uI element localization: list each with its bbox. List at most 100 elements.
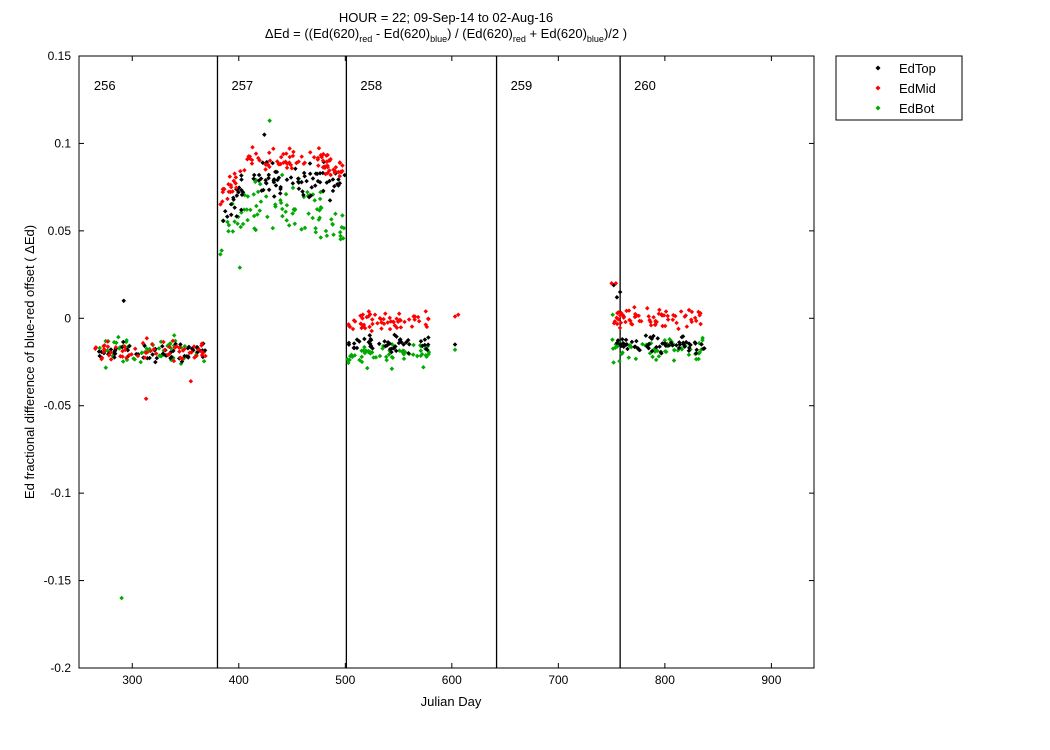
data-point xyxy=(612,319,618,324)
data-point xyxy=(320,158,326,163)
data-point xyxy=(329,217,334,222)
data-point xyxy=(188,378,194,384)
data-point xyxy=(179,359,185,364)
data-point xyxy=(350,326,356,332)
data-point xyxy=(358,321,363,326)
data-point xyxy=(426,316,431,322)
data-point xyxy=(312,198,318,203)
data-point xyxy=(635,346,641,351)
data-point xyxy=(271,180,277,185)
data-point xyxy=(310,176,316,181)
data-point xyxy=(411,342,416,348)
plot-area-frame xyxy=(78,55,815,669)
data-point xyxy=(634,313,639,318)
data-point xyxy=(672,347,677,353)
data-point xyxy=(670,317,676,322)
data-point xyxy=(324,233,330,239)
data-point xyxy=(265,214,270,220)
data-point xyxy=(424,354,429,359)
data-point xyxy=(283,209,288,214)
data-point xyxy=(682,344,687,349)
data-point xyxy=(367,324,372,330)
data-point xyxy=(302,225,308,231)
data-point xyxy=(316,217,322,222)
y-tick-label: -0.15 xyxy=(44,574,72,588)
data-point xyxy=(402,319,407,325)
data-point xyxy=(423,322,429,327)
data-point xyxy=(616,317,621,322)
data-point xyxy=(620,336,625,342)
data-point xyxy=(401,351,407,357)
data-point xyxy=(292,221,298,227)
data-point xyxy=(648,319,653,325)
data-point xyxy=(101,349,107,355)
data-point xyxy=(412,317,417,322)
data-point xyxy=(613,281,619,286)
data-point xyxy=(340,163,345,168)
data-point xyxy=(337,173,343,179)
data-point xyxy=(327,198,333,203)
chart-title: HOUR = 22; 09-Sep-14 to 02-Aug-16 xyxy=(339,10,553,25)
data-point xyxy=(330,188,336,194)
data-point xyxy=(383,354,389,360)
data-point xyxy=(266,172,272,178)
data-point xyxy=(340,213,345,218)
data-point xyxy=(225,196,230,202)
data-point xyxy=(170,338,176,344)
data-point xyxy=(693,351,699,356)
data-point xyxy=(267,118,272,123)
x-axis: 300 400 500 600 700 800 900 xyxy=(122,56,782,687)
data-point xyxy=(369,350,375,355)
data-point xyxy=(153,359,158,365)
data-point xyxy=(626,355,632,360)
data-point xyxy=(313,225,318,231)
data-point xyxy=(318,235,324,240)
data-point xyxy=(288,175,294,180)
data-point xyxy=(295,176,301,181)
data-point xyxy=(617,342,623,347)
data-point xyxy=(242,167,247,173)
data-point xyxy=(668,340,674,346)
data-point xyxy=(393,344,398,349)
data-point xyxy=(389,366,395,372)
data-point xyxy=(310,215,315,221)
data-point xyxy=(196,347,201,352)
data-point xyxy=(283,191,289,197)
data-point xyxy=(338,233,343,239)
data-point xyxy=(644,306,650,311)
data-point xyxy=(414,353,420,359)
data-point xyxy=(271,194,277,199)
data-point xyxy=(307,171,313,177)
data-point xyxy=(149,341,155,347)
data-point xyxy=(419,351,425,357)
data-point xyxy=(387,315,393,321)
data-point xyxy=(682,314,688,319)
data-point xyxy=(616,310,621,315)
data-point xyxy=(232,171,237,176)
data-point xyxy=(313,230,319,235)
data-point xyxy=(271,146,276,152)
data-point xyxy=(266,150,272,156)
data-point xyxy=(380,346,385,351)
data-point xyxy=(625,346,630,352)
data-point xyxy=(287,154,293,160)
data-point xyxy=(312,183,318,188)
data-point xyxy=(624,308,629,314)
data-point xyxy=(367,341,373,347)
data-point xyxy=(648,335,653,340)
data-point xyxy=(311,154,317,160)
x-tick-label: 500 xyxy=(335,673,355,687)
data-point xyxy=(426,335,431,340)
x-tick-label: 400 xyxy=(229,673,249,687)
data-point xyxy=(655,336,661,341)
data-point xyxy=(396,311,402,316)
data-point xyxy=(165,352,171,358)
data-point xyxy=(144,346,150,352)
data-point xyxy=(659,351,664,356)
data-point xyxy=(160,343,165,349)
data-point xyxy=(296,186,302,191)
data-point xyxy=(415,314,421,320)
data-point xyxy=(452,347,458,353)
data-point xyxy=(346,360,351,366)
data-point xyxy=(132,346,138,352)
